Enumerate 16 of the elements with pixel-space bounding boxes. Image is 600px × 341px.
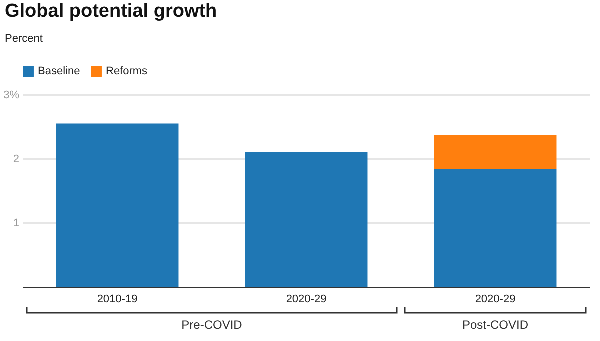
legend-label: Baseline: [38, 66, 80, 78]
bar: [56, 124, 179, 287]
chart-subtitle: Percent: [5, 33, 43, 45]
y-tick-label: 3%: [4, 90, 20, 102]
text: Post-COVID: [462, 318, 529, 332]
text: Pre-COVID: [182, 318, 243, 332]
bar: [434, 135, 557, 170]
x-tick-label: 2010-19: [97, 294, 138, 306]
chart-title: Global potential growth: [5, 1, 218, 22]
y-tick-label: 2: [13, 154, 20, 166]
y-tick-label: 1: [13, 218, 20, 230]
x-tick-label: 2020-29: [286, 294, 327, 306]
x-tick-label: 2020-29: [475, 294, 516, 306]
bar: [245, 152, 368, 287]
bar: [434, 169, 557, 287]
legend-label: Reforms: [106, 66, 148, 78]
